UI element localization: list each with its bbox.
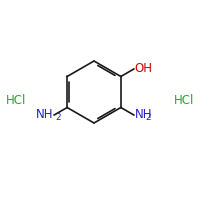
- Text: HCl: HCl: [6, 94, 26, 106]
- Text: 2: 2: [55, 113, 61, 122]
- Text: HCl: HCl: [174, 94, 194, 106]
- Text: 2: 2: [145, 113, 151, 122]
- Text: NH: NH: [134, 108, 152, 121]
- Text: NH: NH: [36, 108, 54, 121]
- Text: OH: OH: [134, 62, 152, 75]
